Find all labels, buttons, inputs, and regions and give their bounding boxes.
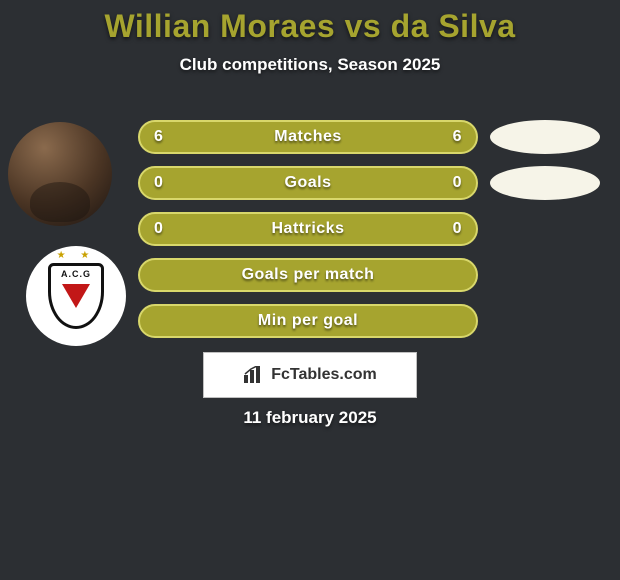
- brand-text: FcTables.com: [271, 366, 377, 384]
- avatar-stack: A.C.G: [8, 122, 128, 346]
- secondary-pill: [490, 120, 600, 154]
- secondary-pill: [490, 166, 600, 200]
- stat-label: Hattricks: [272, 220, 345, 238]
- stat-left-value: 0: [154, 220, 163, 238]
- stat-row: 0 Hattricks 0: [138, 212, 478, 246]
- secondary-pill-column: [490, 120, 610, 350]
- bars-icon: [243, 366, 265, 384]
- footer-date: 11 february 2025: [0, 408, 620, 428]
- stat-row: 6 Matches 6: [138, 120, 478, 154]
- stat-row: 0 Goals 0: [138, 166, 478, 200]
- club-shield-icon: A.C.G: [48, 263, 104, 329]
- stat-label: Matches: [274, 128, 342, 146]
- stat-label: Min per goal: [258, 312, 358, 330]
- stat-left-value: 0: [154, 174, 163, 192]
- stat-label: Goals per match: [242, 266, 375, 284]
- page-subtitle: Club competitions, Season 2025: [0, 55, 620, 75]
- club-badge: A.C.G: [26, 246, 126, 346]
- stat-right-value: 0: [453, 174, 462, 192]
- stat-label: Goals: [285, 174, 332, 192]
- brand-box: FcTables.com: [203, 352, 417, 398]
- stat-right-value: 0: [453, 220, 462, 238]
- stat-row: Goals per match: [138, 258, 478, 292]
- player-avatar: [8, 122, 112, 226]
- stats-list: 6 Matches 6 0 Goals 0 0 Hattricks 0 Goal…: [138, 120, 478, 350]
- stat-right-value: 6: [453, 128, 462, 146]
- club-code: A.C.G: [51, 269, 101, 279]
- stat-left-value: 6: [154, 128, 163, 146]
- page-title: Willian Moraes vs da Silva: [0, 0, 620, 45]
- stat-row: Min per goal: [138, 304, 478, 338]
